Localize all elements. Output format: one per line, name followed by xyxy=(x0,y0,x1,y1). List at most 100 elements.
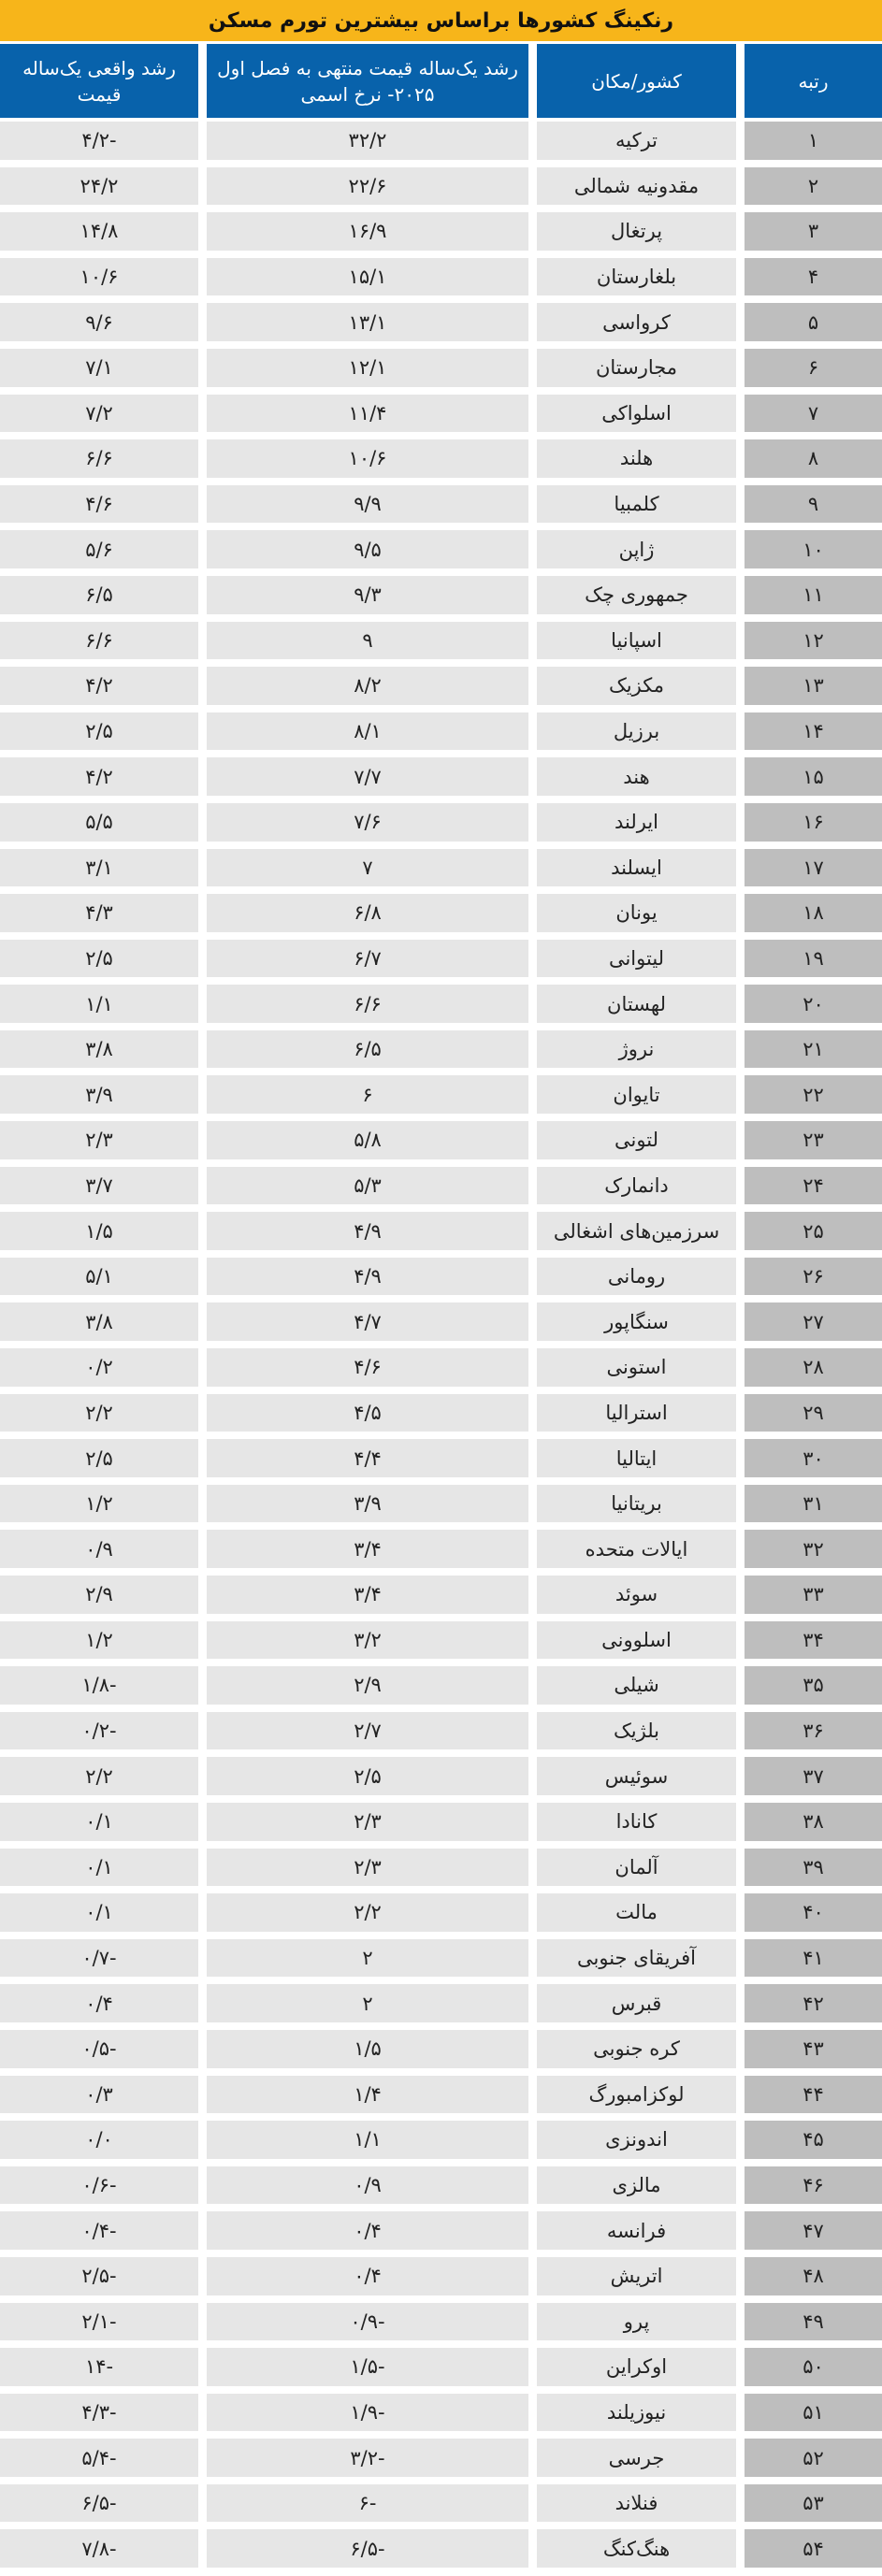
cell-real-growth: -۰/۷ xyxy=(0,1938,198,1978)
cell-nominal-growth: -۱/۵ xyxy=(207,2348,528,2386)
cell-nominal-growth: ۱۵/۱ xyxy=(207,257,528,296)
cell-nominal-growth: ۰/۴ xyxy=(207,2211,528,2250)
header-nominal-growth: رشد یک‌ساله قیمت منتهی به فصل اول ۲۰۲۵- … xyxy=(207,44,528,118)
cell-nominal-growth: ۱/۱ xyxy=(207,2121,528,2159)
cell-country: برزیل xyxy=(537,712,736,751)
table-row: ۲/۳ ۵/۸ لتونی ۲۳ xyxy=(0,1121,882,1159)
cell-nominal-growth: ۸/۱ xyxy=(207,712,528,751)
cell-nominal-growth: -۶ xyxy=(207,2483,528,2523)
table-row: ۶/۶ ۹ اسپانیا ۱۲ xyxy=(0,621,882,660)
table-row: ۴/۶ ۹/۹ کلمبیا ۹ xyxy=(0,484,882,524)
cell-nominal-growth: ۹/۳ xyxy=(207,575,528,614)
cell-real-growth: ۷/۲ xyxy=(0,394,198,433)
cell-country: شیلی xyxy=(537,1666,736,1705)
cell-real-growth: ۰/۲ xyxy=(0,1348,198,1387)
header-real-growth: رشد واقعی یک‌ساله قیمت xyxy=(0,44,198,118)
cell-real-growth: ۴/۶ xyxy=(0,484,198,524)
cell-real-growth: ۰/۳ xyxy=(0,2075,198,2114)
table-row: -۰/۷ ۲ آفریقای جنوبی ۴۱ xyxy=(0,1938,882,1978)
table-row: -۶/۵ -۶ فنلاند ۵۳ xyxy=(0,2483,882,2523)
table-row: -۰/۲ ۲/۷ بلژیک ۳۶ xyxy=(0,1711,882,1750)
cell-country: هلند xyxy=(537,439,736,478)
cell-real-growth: ۰/۱ xyxy=(0,1802,198,1841)
cell-nominal-growth: ۶/۵ xyxy=(207,1029,528,1069)
cell-country: اسلوونی xyxy=(537,1620,736,1660)
cell-real-growth: ۱/۱ xyxy=(0,985,198,1023)
cell-nominal-growth: -۰/۹ xyxy=(207,2302,528,2341)
cell-country: نروژ xyxy=(537,1029,736,1069)
cell-nominal-growth: -۳/۲ xyxy=(207,2439,528,2477)
cell-rank: ۴۴ xyxy=(745,2075,882,2114)
table-row: ۴/۲ ۸/۲ مکزیک ۱۳ xyxy=(0,667,882,705)
cell-country: سنگاپور xyxy=(537,1302,736,1342)
cell-rank: ۵۰ xyxy=(745,2348,882,2386)
cell-rank: ۳۶ xyxy=(745,1711,882,1750)
cell-country: بلژیک xyxy=(537,1711,736,1750)
table-row: ۰/۴ ۲ قبرس ۴۲ xyxy=(0,1984,882,2022)
cell-real-growth: ۳/۸ xyxy=(0,1029,198,1069)
cell-nominal-growth: ۰/۴ xyxy=(207,2256,528,2295)
cell-real-growth: ۳/۷ xyxy=(0,1166,198,1205)
cell-rank: ۳۷ xyxy=(745,1757,882,1795)
cell-real-growth: ۵/۵ xyxy=(0,802,198,842)
cell-real-growth: ۲/۵ xyxy=(0,1439,198,1477)
cell-nominal-growth: ۱۳/۱ xyxy=(207,303,528,341)
table-row: -۴/۲ ۳۲/۲ ترکیه ۱ xyxy=(0,122,882,160)
cell-nominal-growth: ۵/۳ xyxy=(207,1166,528,1205)
table-row: -۵/۴ -۳/۲ جرسی ۵۲ xyxy=(0,2439,882,2477)
cell-country: استونی xyxy=(537,1348,736,1387)
table-row: ۰/۱ ۲/۳ کانادا ۳۸ xyxy=(0,1802,882,1841)
cell-country: ایسلند xyxy=(537,848,736,887)
cell-rank: ۵۲ xyxy=(745,2439,882,2477)
table-row: -۴/۳ -۱/۹ نیوزیلند ۵۱ xyxy=(0,2393,882,2432)
cell-nominal-growth: ۲/۳ xyxy=(207,1802,528,1841)
table-row: ۳/۷ ۵/۳ دانمارک ۲۴ xyxy=(0,1166,882,1205)
cell-country: قبرس xyxy=(537,1984,736,2022)
table-row: ۷/۱ ۱۲/۱ مجارستان ۶ xyxy=(0,348,882,387)
cell-nominal-growth: ۷/۷ xyxy=(207,757,528,796)
cell-nominal-growth: ۶/۶ xyxy=(207,985,528,1023)
table-row: -۲/۱ -۰/۹ پرو ۴۹ xyxy=(0,2302,882,2341)
cell-rank: ۴۸ xyxy=(745,2256,882,2295)
cell-nominal-growth: ۶/۸ xyxy=(207,894,528,932)
cell-rank: ۳۰ xyxy=(745,1439,882,1477)
cell-rank: ۵۱ xyxy=(745,2393,882,2432)
cell-nominal-growth: ۲ xyxy=(207,1938,528,1978)
cell-country: بلغارستان xyxy=(537,257,736,296)
table-row: ۲/۲ ۴/۵ استرالیا ۲۹ xyxy=(0,1393,882,1432)
cell-nominal-growth: ۲ xyxy=(207,1984,528,2022)
cell-country: آفریقای جنوبی xyxy=(537,1938,736,1978)
cell-rank: ۱۲ xyxy=(745,621,882,660)
cell-real-growth: ۱/۵ xyxy=(0,1212,198,1250)
cell-country: آلمان xyxy=(537,1848,736,1887)
cell-nominal-growth: ۲/۵ xyxy=(207,1757,528,1795)
table-row: ۶/۵ ۹/۳ جمهوری چک ۱۱ xyxy=(0,575,882,614)
cell-rank: ۱۶ xyxy=(745,802,882,842)
cell-rank: ۲۴ xyxy=(745,1166,882,1205)
table-header: رشد واقعی یک‌ساله قیمت رشد یک‌ساله قیمت … xyxy=(0,44,882,118)
cell-country: هنگ‌کنگ xyxy=(537,2529,736,2569)
cell-real-growth: ۲/۲ xyxy=(0,1757,198,1795)
cell-rank: ۲۹ xyxy=(745,1393,882,1432)
cell-nominal-growth: -۱/۹ xyxy=(207,2393,528,2432)
table-row: ۳/۸ ۴/۷ سنگاپور ۲۷ xyxy=(0,1302,882,1342)
cell-country: مقدونیه شمالی xyxy=(537,166,736,206)
cell-country: لهستان xyxy=(537,985,736,1023)
cell-nominal-growth: ۹/۵ xyxy=(207,530,528,568)
cell-nominal-growth: ۹ xyxy=(207,621,528,660)
cell-nominal-growth: ۶/۷ xyxy=(207,939,528,978)
cell-rank: ۵۳ xyxy=(745,2483,882,2523)
cell-nominal-growth: ۲/۷ xyxy=(207,1711,528,1750)
cell-real-growth: ۱/۲ xyxy=(0,1620,198,1660)
cell-nominal-growth: ۷ xyxy=(207,848,528,887)
table-row: ۲/۲ ۲/۵ سوئیس ۳۷ xyxy=(0,1757,882,1795)
cell-rank: ۴۶ xyxy=(745,2166,882,2205)
cell-rank: ۲۳ xyxy=(745,1121,882,1159)
cell-country: نیوزیلند xyxy=(537,2393,736,2432)
table-row: ۰/۳ ۱/۴ لوکزامبورگ ۴۴ xyxy=(0,2075,882,2114)
cell-nominal-growth: ۴/۹ xyxy=(207,1257,528,1296)
cell-rank: ۲۷ xyxy=(745,1302,882,1342)
cell-nominal-growth: ۷/۶ xyxy=(207,802,528,842)
cell-nominal-growth: ۲/۹ xyxy=(207,1666,528,1705)
cell-country: اوکراین xyxy=(537,2348,736,2386)
